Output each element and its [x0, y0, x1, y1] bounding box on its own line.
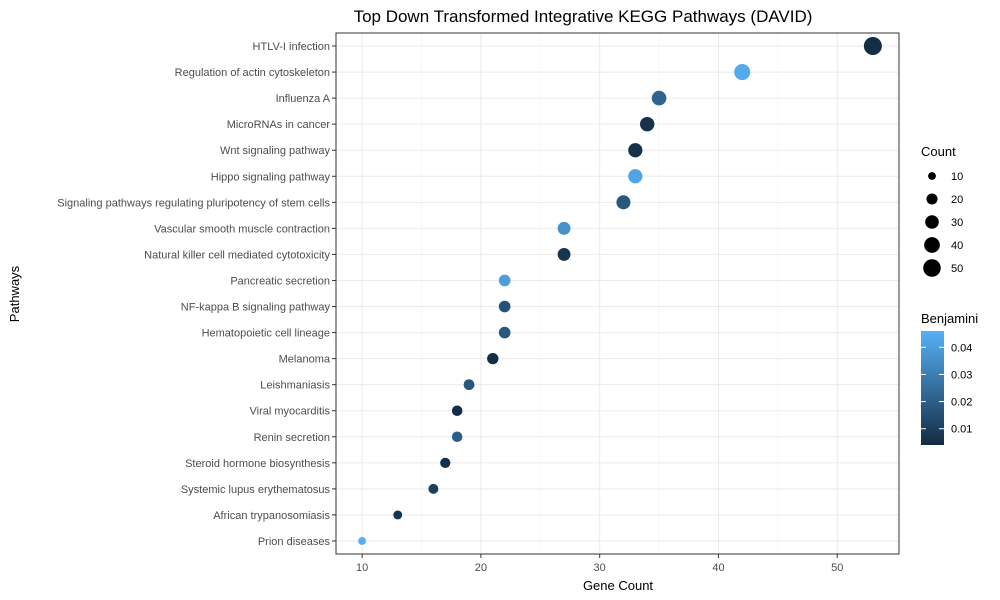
- y-tick-label: Vascular smooth muscle contraction: [154, 223, 330, 235]
- color-legend-label: 0.03: [951, 369, 972, 381]
- size-legend-key: [925, 215, 939, 229]
- x-tick-label: 20: [475, 562, 487, 574]
- benjamini-colorbar: [921, 331, 944, 445]
- y-tick-label: Systemic lupus erythematosus: [181, 484, 331, 496]
- x-tick-label: 30: [594, 562, 606, 574]
- y-tick-label: MicroRNAs in cancer: [227, 119, 331, 131]
- data-point: [557, 221, 571, 235]
- size-legend-key: [926, 193, 938, 205]
- size-legend-label: 50: [951, 263, 963, 275]
- data-point: [639, 116, 655, 132]
- y-tick-label: Wnt signaling pathway: [220, 145, 331, 157]
- y-tick-label: Prion diseases: [258, 536, 331, 548]
- color-legend-label: 0.04: [951, 342, 972, 354]
- y-tick-label: Signaling pathways regulating pluripoten…: [57, 197, 330, 209]
- data-point: [628, 143, 643, 158]
- size-legend: Count 10 20 30 40 50: [921, 144, 963, 277]
- x-tick-label: 10: [356, 562, 368, 574]
- x-tick-label: 40: [712, 562, 724, 574]
- y-tick-label: Viral myocarditis: [250, 406, 331, 418]
- data-points: [358, 36, 882, 545]
- y-tick-label: Steroid hormone biosynthesis: [185, 458, 330, 470]
- color-legend-label: 0.02: [951, 397, 972, 409]
- chart-title: Top Down Transformed Integrative KEGG Pa…: [354, 7, 813, 26]
- y-tick-label: Influenza A: [276, 93, 331, 105]
- data-point: [734, 64, 751, 81]
- size-legend-label: 30: [951, 217, 963, 229]
- size-legend-key: [923, 259, 941, 277]
- y-tick-label: Melanoma: [279, 354, 331, 366]
- data-point: [463, 379, 475, 391]
- grid-lines: [336, 33, 899, 554]
- x-axis-ticks: 10 20 30 40 50: [356, 554, 843, 574]
- color-legend: Benjamini 0.04 0.03 0.02 0.01: [921, 311, 978, 445]
- data-point: [451, 431, 463, 443]
- y-tick-label: Renin secretion: [254, 432, 330, 444]
- y-tick-label: Hematopoietic cell lineage: [202, 328, 330, 340]
- data-point: [498, 326, 511, 339]
- data-point: [440, 457, 451, 468]
- y-tick-label: African trypanosomiasis: [213, 510, 330, 522]
- data-point: [358, 537, 367, 545]
- data-point: [651, 90, 667, 106]
- data-point: [393, 510, 403, 520]
- x-axis-title: Gene Count: [583, 578, 653, 593]
- data-point: [498, 300, 511, 313]
- y-tick-label: Natural killer cell mediated cytotoxicit…: [144, 249, 330, 261]
- y-tick-label: Pancreatic secretion: [230, 275, 330, 287]
- data-point: [451, 405, 463, 416]
- size-legend-key: [924, 237, 940, 253]
- y-tick-label: Leishmaniasis: [260, 380, 330, 392]
- plot-panel: [336, 33, 899, 554]
- data-point: [428, 483, 439, 494]
- size-legend-title: Count: [921, 144, 956, 159]
- size-legend-label: 20: [951, 194, 963, 206]
- panel-border: [335, 32, 900, 555]
- data-point: [557, 247, 571, 261]
- size-legend-label: 10: [951, 171, 963, 183]
- y-axis-title: Pathways: [7, 265, 22, 322]
- y-tick-label: Hippo signaling pathway: [211, 171, 331, 183]
- color-legend-label: 0.01: [951, 424, 972, 436]
- data-point: [498, 274, 511, 287]
- y-tick-label: NF-kappa B signaling pathway: [181, 302, 331, 314]
- data-point: [863, 36, 882, 56]
- data-point: [616, 195, 631, 210]
- x-tick-label: 50: [831, 562, 843, 574]
- y-axis-ticks: HTLV-I infection Regulation of actin cyto…: [57, 41, 336, 548]
- data-point: [487, 352, 499, 365]
- color-legend-title: Benjamini: [921, 311, 978, 326]
- size-legend-key: [928, 172, 936, 180]
- size-legend-label: 40: [951, 240, 963, 252]
- data-point: [628, 169, 643, 184]
- y-tick-label: Regulation of actin cytoskeleton: [175, 67, 330, 79]
- y-tick-label: HTLV-I infection: [253, 41, 330, 53]
